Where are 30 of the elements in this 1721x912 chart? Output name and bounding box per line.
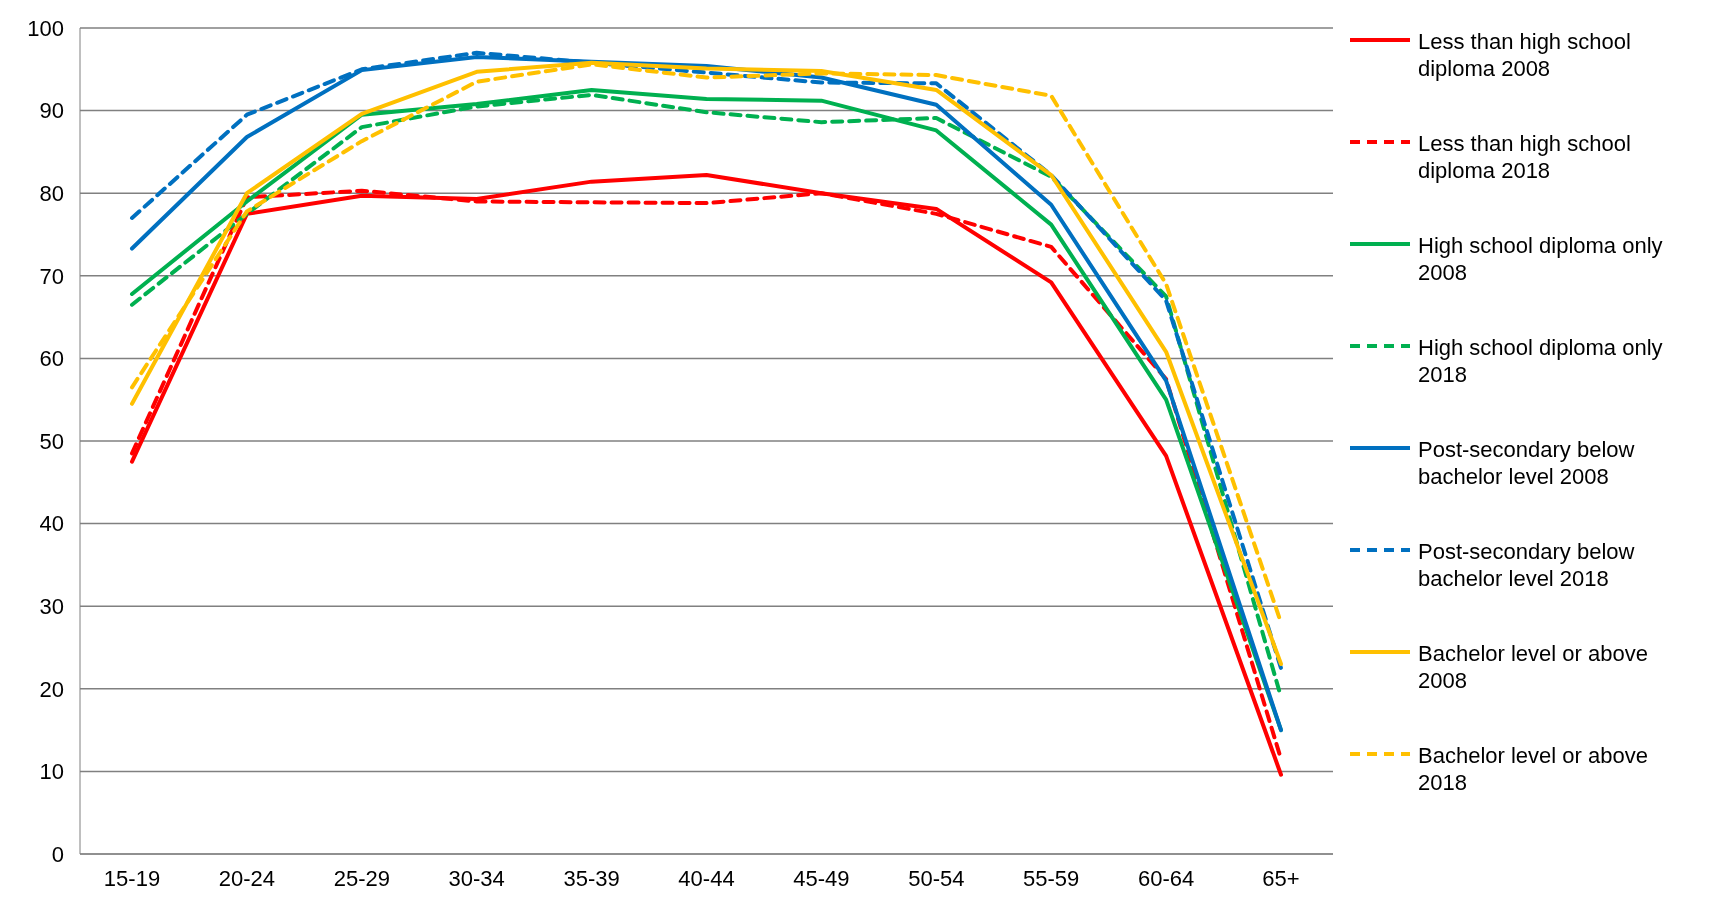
legend-label: Bachelor level or above 2008 xyxy=(1418,640,1649,694)
x-tick-label: 30-34 xyxy=(448,865,505,891)
y-tick-label: 100 xyxy=(27,15,64,41)
legend-label: Bachelor level or above 2018 xyxy=(1418,742,1649,796)
x-tick-label: 40-44 xyxy=(678,865,735,891)
legend-label: High school diploma only 2008 xyxy=(1418,232,1664,286)
x-tick-label: 50-54 xyxy=(908,865,965,891)
legend-label: Less than high school diploma 2018 xyxy=(1418,130,1632,184)
legend-label: Less than high school diploma 2008 xyxy=(1418,28,1632,82)
legend-label: Post-secondary below bachelor level 2018 xyxy=(1418,538,1636,592)
legend-label: High school diploma only 2018 xyxy=(1418,334,1664,388)
x-tick-label: 15-19 xyxy=(103,865,161,891)
y-tick-label: 10 xyxy=(39,759,64,785)
y-tick-label: 50 xyxy=(39,428,64,454)
x-tick-label: 35-39 xyxy=(563,865,620,891)
y-tick-label: 80 xyxy=(39,181,64,207)
y-tick-label: 20 xyxy=(39,676,64,702)
y-tick-label: 0 xyxy=(51,841,64,867)
x-tick-label: 25-29 xyxy=(333,865,390,891)
y-tick-label: 40 xyxy=(39,511,64,537)
x-tick-label: 65+ xyxy=(1262,865,1300,891)
y-tick-label: 90 xyxy=(39,98,64,124)
x-tick-label: 60-64 xyxy=(1137,865,1195,891)
y-tick-label: 60 xyxy=(39,346,64,372)
x-tick-label: 55-59 xyxy=(1023,865,1080,891)
y-tick-label: 70 xyxy=(39,263,64,289)
x-tick-label: 45-49 xyxy=(793,865,850,891)
x-tick-label: 20-24 xyxy=(218,865,276,891)
legend-label: Post-secondary below bachelor level 2008 xyxy=(1418,436,1636,490)
y-tick-label: 30 xyxy=(39,594,64,620)
